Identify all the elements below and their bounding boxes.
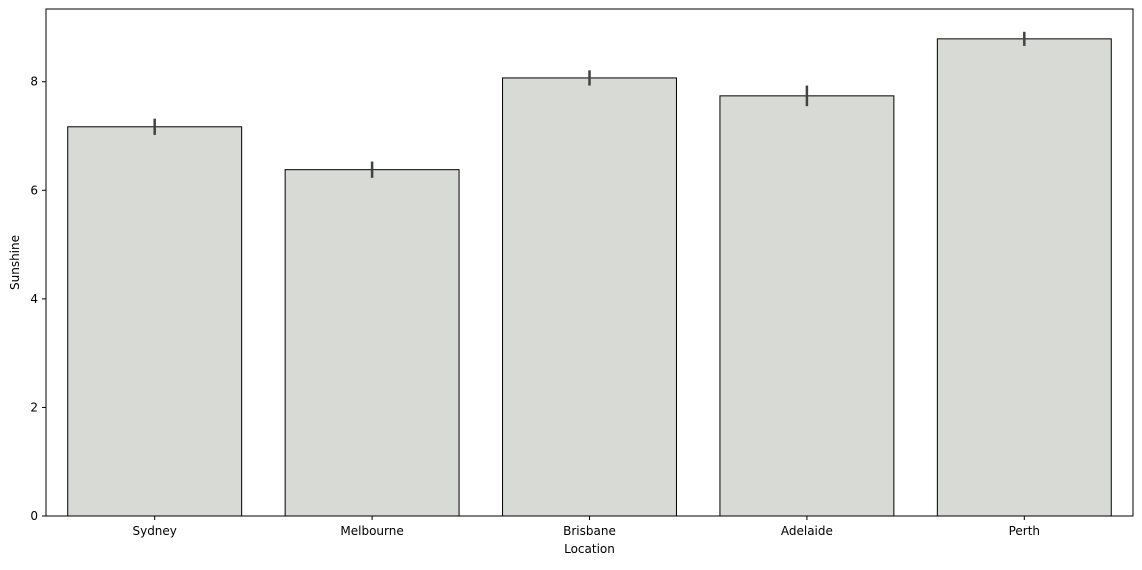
x-tick-label: Sydney — [132, 524, 176, 538]
y-axis-label: Sunshine — [8, 235, 22, 290]
y-tick-label: 6 — [30, 183, 38, 197]
y-ticks: 0 2 4 6 8 — [30, 75, 46, 523]
x-tick-label: Melbourne — [340, 524, 403, 538]
y-tick-label: 2 — [30, 400, 38, 414]
bar-brisbane — [502, 77, 677, 517]
x-tick-label: Brisbane — [563, 524, 616, 538]
bar-melbourne — [284, 169, 460, 517]
bars-layer — [67, 38, 1112, 517]
x-axis-label: Location — [564, 542, 615, 556]
x-tick-label: Perth — [1009, 524, 1040, 538]
bar-adelaide — [719, 95, 895, 517]
y-tick-label: 8 — [30, 75, 38, 89]
bar-sydney — [67, 126, 243, 517]
y-tick-label: 4 — [30, 292, 38, 306]
bar-perth — [936, 38, 1112, 517]
x-ticks: Sydney Melbourne Brisbane Adelaide Perth — [132, 516, 1040, 538]
y-tick-label: 0 — [30, 509, 38, 523]
x-tick-label: Adelaide — [781, 524, 833, 538]
error-bars-layer — [153, 31, 1026, 178]
